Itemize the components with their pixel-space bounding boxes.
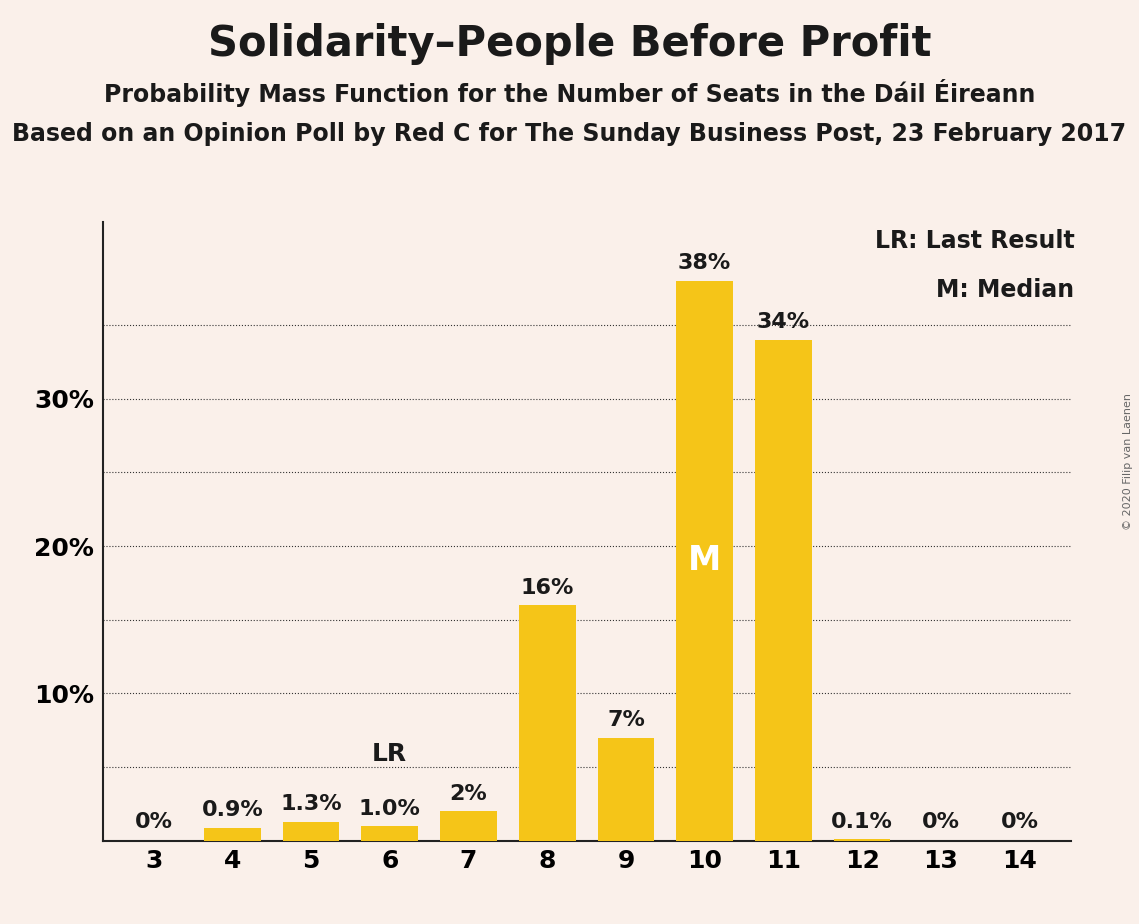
- Text: 0.9%: 0.9%: [202, 800, 263, 821]
- Text: Solidarity–People Before Profit: Solidarity–People Before Profit: [207, 23, 932, 65]
- Text: 2%: 2%: [450, 784, 487, 804]
- Text: 7%: 7%: [607, 711, 645, 730]
- Text: LR: LR: [372, 742, 408, 766]
- Text: Probability Mass Function for the Number of Seats in the Dáil Éireann: Probability Mass Function for the Number…: [104, 79, 1035, 106]
- Bar: [677, 281, 734, 841]
- Bar: [755, 340, 812, 841]
- Text: 1.3%: 1.3%: [280, 795, 342, 814]
- Text: 0.1%: 0.1%: [831, 812, 893, 832]
- Text: 1.0%: 1.0%: [359, 798, 420, 819]
- Bar: [282, 821, 339, 841]
- Text: M: Median: M: Median: [936, 278, 1074, 302]
- Text: 0%: 0%: [134, 812, 173, 832]
- Bar: [519, 605, 575, 841]
- Text: 0%: 0%: [921, 812, 960, 832]
- Bar: [204, 828, 261, 841]
- Text: LR: Last Result: LR: Last Result: [875, 229, 1074, 253]
- Text: 0%: 0%: [1000, 812, 1039, 832]
- Text: Based on an Opinion Poll by Red C for The Sunday Business Post, 23 February 2017: Based on an Opinion Poll by Red C for Th…: [13, 122, 1126, 146]
- Bar: [440, 811, 497, 841]
- Text: 38%: 38%: [678, 253, 731, 274]
- Bar: [598, 737, 654, 841]
- Bar: [834, 839, 891, 841]
- Text: © 2020 Filip van Laenen: © 2020 Filip van Laenen: [1123, 394, 1133, 530]
- Bar: [361, 826, 418, 841]
- Text: 16%: 16%: [521, 578, 574, 598]
- Text: 34%: 34%: [756, 312, 810, 333]
- Text: M: M: [688, 544, 721, 578]
